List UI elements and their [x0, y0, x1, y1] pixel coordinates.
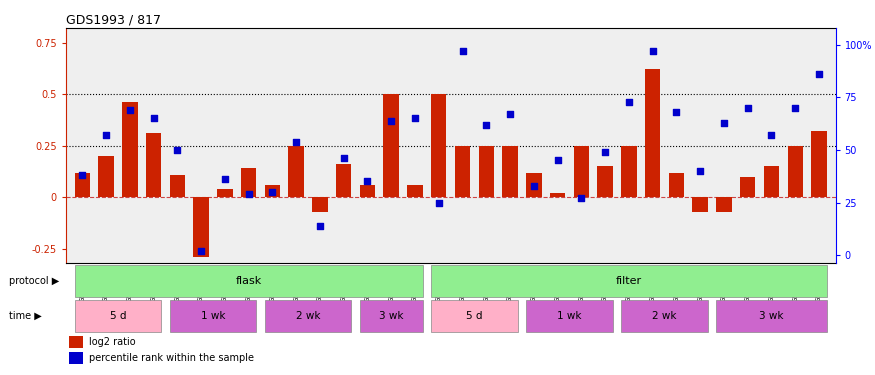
Point	[123, 107, 136, 113]
Bar	[526, 300, 612, 332]
Bar	[455, 146, 470, 197]
Bar	[740, 177, 755, 197]
Point	[194, 248, 208, 254]
Text: 2 wk: 2 wk	[296, 311, 320, 321]
Bar	[193, 197, 209, 257]
Bar	[170, 300, 256, 332]
Point	[598, 149, 612, 155]
Bar	[74, 172, 90, 197]
Bar	[69, 336, 83, 348]
Point	[765, 132, 779, 138]
Point	[480, 122, 494, 128]
Bar	[336, 164, 352, 197]
Bar	[264, 300, 352, 332]
Text: 5 d: 5 d	[109, 311, 126, 321]
Bar	[312, 197, 327, 212]
Point	[289, 139, 303, 145]
Bar	[360, 300, 423, 332]
Bar	[574, 146, 589, 197]
Bar	[69, 352, 83, 364]
Text: 1 wk: 1 wk	[557, 311, 582, 321]
Point	[146, 116, 160, 122]
Point	[171, 147, 185, 153]
Point	[242, 191, 256, 197]
Bar	[98, 156, 114, 197]
Bar	[241, 168, 256, 197]
Bar	[526, 172, 542, 197]
Bar	[788, 146, 803, 197]
Point	[503, 111, 517, 117]
Point	[431, 200, 445, 206]
Point	[218, 176, 232, 182]
Bar	[645, 69, 661, 197]
Text: 3 wk: 3 wk	[379, 311, 403, 321]
Text: flask: flask	[235, 276, 262, 286]
Bar	[717, 197, 732, 212]
Point	[527, 183, 541, 189]
Text: 5 d: 5 d	[466, 311, 483, 321]
Point	[313, 223, 327, 229]
Bar	[217, 189, 233, 197]
Bar	[146, 134, 161, 197]
Bar	[264, 185, 280, 197]
Bar	[431, 300, 518, 332]
Point	[693, 168, 707, 174]
Point	[75, 172, 89, 178]
Bar	[811, 131, 827, 197]
Bar	[717, 300, 827, 332]
Bar	[289, 146, 304, 197]
Point	[408, 116, 422, 122]
Bar	[764, 166, 779, 197]
Text: percentile rank within the sample: percentile rank within the sample	[88, 353, 254, 363]
Bar	[74, 300, 161, 332]
Bar	[360, 185, 375, 197]
Text: log2 ratio: log2 ratio	[88, 337, 136, 347]
Point	[669, 109, 683, 115]
Text: 3 wk: 3 wk	[760, 311, 784, 321]
Bar	[74, 265, 423, 297]
Point	[574, 195, 588, 201]
Point	[717, 120, 731, 126]
Text: protocol ▶: protocol ▶	[9, 276, 59, 286]
Bar	[383, 94, 399, 197]
Bar	[431, 265, 827, 297]
Bar	[431, 94, 446, 197]
Bar	[668, 172, 684, 197]
Text: 2 wk: 2 wk	[652, 311, 676, 321]
Bar	[621, 300, 708, 332]
Point	[265, 189, 279, 195]
Bar	[479, 146, 494, 197]
Point	[99, 132, 113, 138]
Text: GDS1993 / 817: GDS1993 / 817	[66, 14, 161, 27]
Point	[384, 118, 398, 124]
Point	[337, 155, 351, 161]
Point	[812, 71, 826, 77]
Bar	[502, 146, 518, 197]
Bar	[123, 102, 137, 197]
Point	[788, 105, 802, 111]
Point	[646, 48, 660, 54]
Text: 1 wk: 1 wk	[200, 311, 225, 321]
Point	[741, 105, 755, 111]
Bar	[550, 193, 565, 197]
Bar	[407, 185, 423, 197]
Bar	[692, 197, 708, 212]
Point	[456, 48, 470, 54]
Bar	[170, 175, 185, 197]
Text: time ▶: time ▶	[9, 311, 41, 321]
Point	[550, 158, 564, 164]
Point	[622, 99, 636, 105]
Text: filter: filter	[616, 276, 642, 286]
Bar	[598, 166, 612, 197]
Point	[360, 178, 374, 184]
Bar	[621, 146, 637, 197]
